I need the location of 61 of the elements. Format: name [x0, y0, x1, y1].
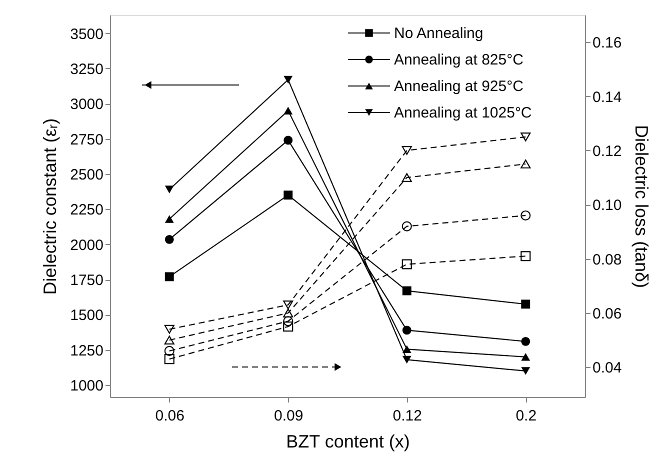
y2-tick-label: 0.16: [592, 34, 622, 52]
y-tick-label: 1750: [70, 272, 104, 290]
y-tick-label: 3500: [70, 26, 104, 43]
legend-label: Annealing at 825°C: [394, 52, 524, 68]
point: [402, 345, 412, 354]
point: [520, 132, 531, 142]
point: [402, 146, 412, 155]
point: [164, 346, 174, 356]
y-axis-title: Dielectric constant (εᵣ): [40, 118, 60, 295]
y2-tick-label: 0.06: [592, 306, 622, 323]
point: [164, 272, 174, 282]
point: [164, 234, 174, 244]
y-tick-label: 1000: [70, 378, 104, 395]
point: [283, 308, 294, 318]
x-tick-label: 0.12: [392, 408, 422, 424]
y2-tick-label: 0.10: [592, 197, 622, 214]
point: [521, 336, 530, 346]
point: [283, 316, 294, 326]
point: [164, 336, 174, 345]
x-tick-label: 0.06: [155, 408, 184, 424]
x-axis-title: BZT content (x): [286, 432, 410, 452]
point: [402, 286, 412, 296]
point: [164, 354, 174, 364]
point: [521, 300, 530, 309]
point: [284, 136, 293, 145]
point: [402, 326, 412, 335]
point: [164, 215, 174, 223]
point: [164, 324, 174, 334]
y2-tick-label: 0.12: [592, 142, 622, 160]
y-tick-label: 1500: [70, 307, 104, 324]
y2-tick-label: 0.14: [592, 88, 622, 106]
x-tick-label: 0.09: [274, 408, 304, 424]
point: [520, 251, 531, 262]
y-tick-label: 2000: [70, 236, 104, 254]
point: [402, 356, 412, 364]
point: [164, 186, 174, 194]
point: [283, 300, 294, 310]
legend-label: No Annealing: [394, 25, 484, 42]
point: [521, 367, 530, 375]
y-tick-label: 3250: [70, 60, 104, 78]
point: [284, 76, 293, 84]
y-tick-label: 2500: [70, 166, 104, 184]
point: [284, 106, 293, 115]
y2-tick-label: 0.04: [592, 360, 622, 377]
y-tick-label: 3000: [70, 96, 104, 114]
y2-axis-title: Dielectric loss (tanδ): [632, 124, 652, 288]
y-tick-label: 1250: [70, 342, 104, 360]
y-tick-label: 2750: [70, 131, 104, 148]
legend-label: Annealing at 925°C: [394, 78, 524, 95]
point: [402, 173, 412, 182]
point: [520, 160, 531, 168]
point: [402, 221, 412, 232]
point: [402, 259, 412, 270]
legend-label: Annealing at 1025°C: [394, 104, 532, 122]
point: [284, 190, 293, 200]
point: [521, 353, 530, 361]
point: [283, 322, 294, 332]
point: [520, 210, 531, 220]
x-tick-label: 0.2: [516, 408, 537, 424]
y2-tick-label: 0.08: [592, 251, 622, 268]
y-tick-label: 2250: [70, 202, 104, 219]
